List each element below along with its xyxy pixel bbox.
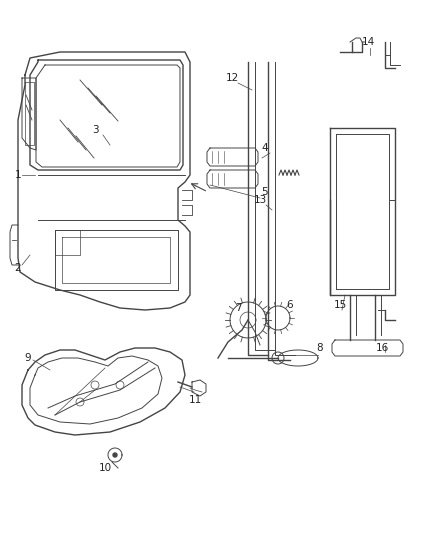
- Text: 1: 1: [15, 170, 21, 180]
- Text: 10: 10: [99, 463, 112, 473]
- Text: 9: 9: [25, 353, 31, 363]
- Text: 15: 15: [333, 300, 346, 310]
- Text: 14: 14: [361, 37, 374, 47]
- Text: 12: 12: [226, 73, 239, 83]
- Text: 4: 4: [261, 143, 268, 153]
- Text: 11: 11: [188, 395, 201, 405]
- Circle shape: [113, 453, 117, 457]
- Text: 5: 5: [261, 187, 268, 197]
- Text: 2: 2: [15, 263, 21, 273]
- Text: 16: 16: [375, 343, 389, 353]
- Text: 13: 13: [253, 195, 267, 205]
- Text: 6: 6: [287, 300, 293, 310]
- Text: 8: 8: [317, 343, 323, 353]
- Text: 3: 3: [92, 125, 98, 135]
- Text: 7: 7: [235, 303, 241, 313]
